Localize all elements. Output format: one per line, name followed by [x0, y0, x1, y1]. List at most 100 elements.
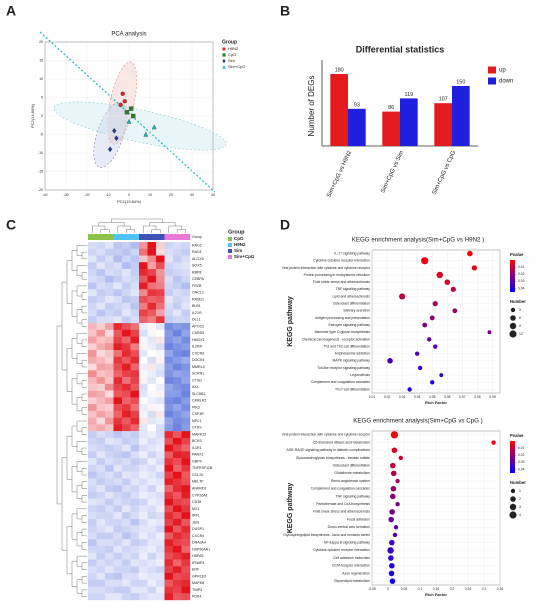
heatmap-cell: [105, 559, 114, 567]
dot: [387, 358, 393, 364]
heatmap-cell: [96, 478, 106, 486]
heatmap-cell: [164, 505, 174, 513]
heatmap-cell: [130, 518, 140, 526]
heatmap-cell: [96, 275, 106, 283]
heatmap-cell: [156, 464, 165, 472]
row-label: GPR183: [192, 574, 206, 578]
heatmap-cell: [181, 525, 191, 533]
y-tick-label: TNF signaling pathway: [336, 494, 371, 498]
heatmap-cell: [130, 410, 140, 418]
heatmap-cell: [181, 370, 191, 378]
dot: [390, 485, 397, 492]
heatmap-cell: [105, 478, 114, 486]
heatmap-cell: [96, 532, 106, 540]
heatmap-cell: [113, 255, 123, 263]
heatmap-cell: [147, 329, 157, 337]
legend-label: Sim+CpG: [234, 254, 255, 259]
legend-label: down: [499, 79, 513, 85]
heatmap-cell: [156, 275, 165, 283]
row-label: ERF: [192, 568, 200, 572]
heatmap-cell: [147, 410, 157, 418]
row-label: ANKRD1: [192, 487, 207, 491]
heatmap-cell: [105, 390, 114, 398]
heatmap-cell: [164, 343, 174, 351]
heatmap-cell: [156, 512, 165, 520]
heatmap-cell: [139, 512, 148, 520]
heatmap-cell: [181, 471, 191, 479]
row-label: TNIP3: [192, 588, 202, 592]
heatmap-cell: [105, 397, 114, 405]
heatmap-cell: [139, 424, 148, 432]
heatmap-cell: [105, 444, 114, 452]
row-label: RAG1: [192, 250, 202, 254]
heatmap-cell: [122, 444, 131, 452]
heatmap-cell: [139, 451, 148, 459]
panel-letter: C: [6, 217, 16, 233]
heatmap-cell: [113, 296, 123, 303]
y-tick-label: Legionellosis: [350, 373, 370, 377]
dot: [388, 570, 395, 577]
heatmap-cell: [147, 404, 157, 412]
x-tick-label: 0.08: [474, 395, 481, 399]
heatmap-cell: [88, 539, 97, 547]
heatmap-cell: [181, 579, 191, 587]
heatmap-cell: [130, 262, 140, 270]
row-label: AXL: [192, 385, 199, 389]
heatmap-cell: [96, 451, 106, 459]
heatmap-cell: [156, 356, 165, 364]
heatmap-cell: [147, 302, 157, 310]
heatmap-cell: [164, 242, 174, 249]
x-tick-label: 0.01: [369, 395, 376, 399]
heatmap-cell: [130, 289, 140, 297]
heatmap-cell: [156, 424, 165, 432]
heatmap-cell: [147, 444, 157, 452]
heatmap-cell: [96, 323, 106, 331]
heatmap-cell: [88, 248, 97, 256]
heatmap-cell: [173, 424, 182, 432]
heatmap-cell: [88, 572, 97, 580]
row-label: PIK3: [192, 405, 200, 409]
y-tick-label: Mannose type O-glycan biosynthesis: [315, 330, 371, 334]
heatmap-cell: [156, 586, 165, 594]
heatmap-cell: [88, 451, 97, 459]
heatmap-cell: [173, 329, 182, 337]
heatmap-cell: [122, 323, 131, 331]
row-label: CXCR4: [192, 534, 204, 538]
heatmap-cell: [139, 309, 148, 317]
heatmap-cell: [130, 269, 140, 276]
row-label: MMRL4: [192, 365, 205, 369]
heatmap-cell: [122, 329, 131, 337]
heatmap-cell: [139, 356, 148, 364]
heatmap-cell: [164, 289, 174, 297]
chart-title: Differential statistics: [356, 44, 445, 54]
heatmap-cell: [96, 269, 106, 276]
heatmap-cell: [130, 275, 140, 283]
heatmap-cell: [88, 478, 97, 486]
heatmap-cell: [105, 579, 114, 587]
heatmap-cell: [113, 505, 123, 513]
heatmap-cell: [156, 431, 165, 439]
heatmap-cell: [181, 350, 191, 358]
heatmap-cell: [130, 248, 140, 256]
heatmap-cell: [122, 248, 131, 256]
y-tick-label: -5: [40, 132, 43, 136]
heatmap-cell: [156, 329, 165, 337]
heatmap-cell: [96, 437, 106, 445]
heatmap-cell: [181, 417, 191, 425]
heatmap-cell: [181, 302, 191, 310]
y-tick-label: -15: [38, 169, 43, 173]
heatmap-cell: [147, 289, 157, 297]
heatmap-cell: [147, 471, 157, 479]
heatmap-cell: [139, 296, 148, 303]
heatmap-cell: [130, 282, 140, 290]
heatmap-cell: [164, 451, 174, 459]
row-label: RBP8: [192, 270, 201, 274]
heatmap-cell: [164, 248, 174, 256]
heatmap-cell: [147, 539, 157, 547]
heatmap-cell: [173, 404, 182, 412]
heatmap-cell: [130, 370, 140, 378]
y-tick-label: Th1 and Th2 cell differentiation: [324, 344, 371, 348]
heatmap-cell: [156, 559, 165, 567]
dot: [390, 493, 396, 500]
